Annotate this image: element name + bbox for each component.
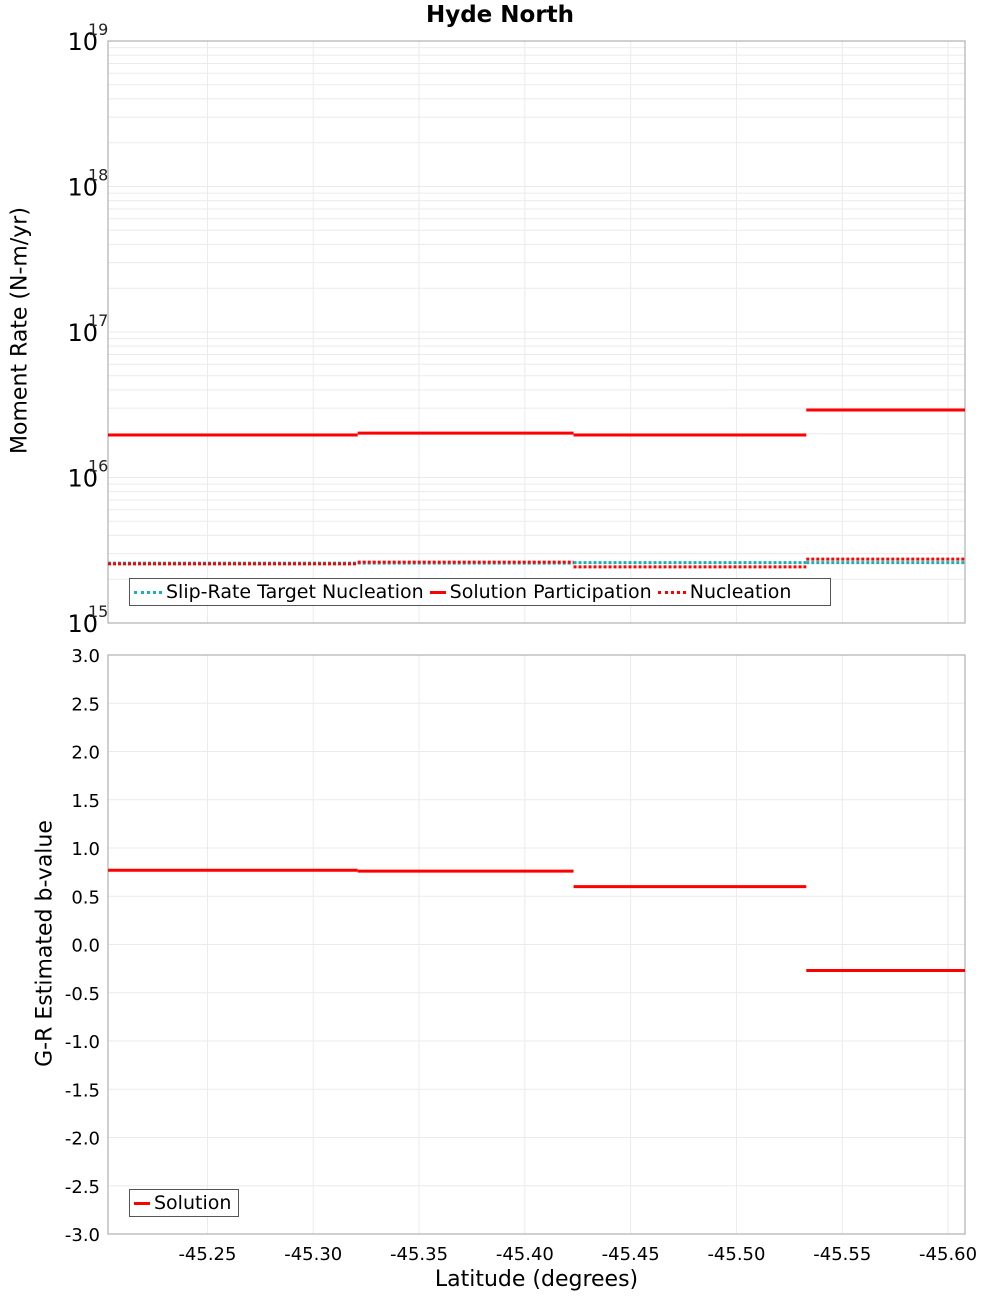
legend-item-solution: Solution bbox=[134, 1192, 231, 1214]
svg-text:-1.0: -1.0 bbox=[65, 1032, 100, 1053]
svg-text:-3.0: -3.0 bbox=[65, 1225, 100, 1246]
svg-text:-45.35: -45.35 bbox=[390, 1244, 448, 1265]
legend-label: Slip-Rate Target Nucleation bbox=[166, 581, 424, 603]
bottom-legend: Solution bbox=[129, 1189, 239, 1217]
legend-label: Solution Participation bbox=[450, 581, 652, 603]
svg-text:-45.40: -45.40 bbox=[496, 1244, 554, 1265]
svg-text:1.0: 1.0 bbox=[71, 839, 100, 860]
x-axis-label: Latitude (degrees) bbox=[108, 1267, 965, 1292]
dotted-red-line-icon bbox=[658, 591, 686, 594]
svg-text:-45.25: -45.25 bbox=[178, 1244, 236, 1265]
solid-red-line-icon bbox=[430, 591, 446, 594]
svg-text:19: 19 bbox=[88, 20, 108, 39]
svg-text:-45.55: -45.55 bbox=[813, 1244, 871, 1265]
bottom-plot-area bbox=[108, 655, 965, 1234]
top-y-ticks: 10191018101710161015 bbox=[67, 20, 108, 638]
svg-text:-2.5: -2.5 bbox=[65, 1177, 100, 1198]
legend-label: Nucleation bbox=[690, 581, 792, 603]
bottom-y-ticks: 3.0 2.5 2.0 1.5 1.0 0.5 0.0 -0.5 -1.0 -1.5 -2.0 -2.… bbox=[65, 646, 100, 1246]
top-legend: Slip-Rate Target Nucleation Solution Par… bbox=[129, 578, 831, 606]
x-ticks: -45.25 -45.30 -45.35 -45.40 -45.45 -45.50 -45.… bbox=[178, 1244, 977, 1265]
svg-text:3.0: 3.0 bbox=[71, 646, 100, 667]
svg-text:16: 16 bbox=[88, 457, 108, 476]
legend-item-slip-rate-target: Slip-Rate Target Nucleation bbox=[134, 581, 424, 603]
dotted-cyan-line-icon bbox=[134, 591, 162, 594]
svg-text:-45.60: -45.60 bbox=[919, 1244, 977, 1265]
svg-text:18: 18 bbox=[88, 166, 108, 185]
svg-text:15: 15 bbox=[88, 602, 108, 621]
svg-text:-0.5: -0.5 bbox=[65, 984, 100, 1005]
svg-text:17: 17 bbox=[88, 311, 108, 330]
svg-text:0.0: 0.0 bbox=[71, 936, 100, 957]
top-y-axis-label: Moment Rate (N-m/yr) bbox=[8, 161, 33, 501]
legend-item-nucleation: Nucleation bbox=[658, 581, 792, 603]
svg-text:-1.5: -1.5 bbox=[65, 1080, 100, 1101]
legend-item-solution-participation: Solution Participation bbox=[430, 581, 652, 603]
svg-text:2.5: 2.5 bbox=[71, 694, 100, 715]
svg-text:2.0: 2.0 bbox=[71, 743, 100, 764]
svg-text:-45.45: -45.45 bbox=[602, 1244, 660, 1265]
top-plot-area bbox=[108, 41, 965, 623]
bottom-y-axis-label: G-R Estimated b-value bbox=[33, 779, 58, 1109]
legend-label: Solution bbox=[154, 1192, 231, 1214]
solid-red-line-icon bbox=[134, 1202, 150, 1205]
svg-text:-2.0: -2.0 bbox=[65, 1129, 100, 1150]
svg-text:-45.50: -45.50 bbox=[707, 1244, 765, 1265]
svg-text:-45.30: -45.30 bbox=[284, 1244, 342, 1265]
svg-text:1.5: 1.5 bbox=[71, 791, 100, 812]
svg-text:0.5: 0.5 bbox=[71, 887, 100, 908]
chart-canvas: 10191018101710161015 3.0 2.5 2.0 1.5 1.0 0.5 0… bbox=[0, 0, 1000, 1300]
